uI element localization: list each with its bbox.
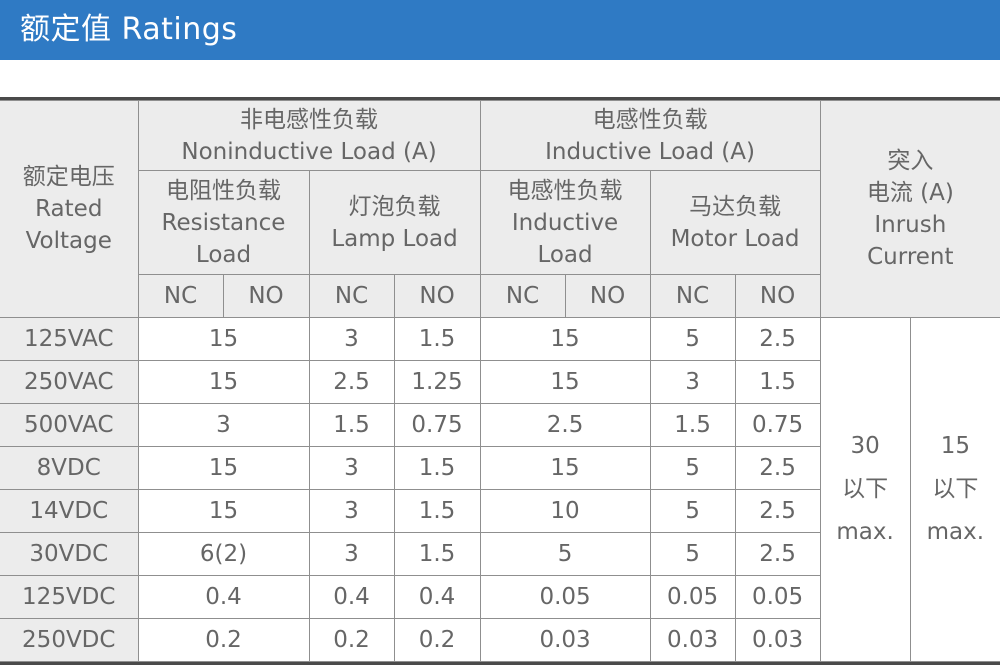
motor-nc-cell: 5 [649,317,736,361]
motor-no-cell: 2.5 [734,489,821,533]
voltage-cell: 250VAC [0,360,139,404]
ratings-table: 额定电压 Rated Voltage 非电感性负载 Noninductive L… [0,100,1000,662]
lamp-nc-cell: 1.5 [308,403,395,447]
lamp-no-cell: 1.25 [393,360,481,404]
inductive-cell: 5 [479,532,651,576]
voltage-cell: 500VAC [0,403,139,447]
voltage-cell: 250VDC [0,618,139,662]
title-banner: 额定值 Ratings [0,0,1000,60]
header-row-2: 电阻性负载 Resistance Load 灯泡负载 Lamp Load 电感性… [0,170,1000,275]
lamp-no-cell: 0.4 [393,575,481,619]
table-row: 30VDC 6(2) 3 1.5 5 5 2.5 [0,532,1000,576]
noninductive-load-header: 非电感性负载 Noninductive Load (A) [137,100,481,171]
table-row: 250VDC 0.2 0.2 0.2 0.03 0.03 0.03 [0,618,1000,662]
lamp-no-cell: 0.75 [393,403,481,447]
table-row: 500VAC 3 1.5 0.75 2.5 1.5 0.75 [0,403,1000,447]
resistance-cell: 3 [137,403,310,447]
lamp-load-header: 灯泡负载 Lamp Load [308,170,481,275]
motor-nc-cell: 0.03 [649,618,736,662]
nc-header: NC [649,274,736,318]
section-title: 额定值 Ratings [20,12,238,47]
voltage-cell: 125VDC [0,575,139,619]
inductive-sub-header: 电感性负载 Inductive Load [479,170,651,275]
table-row: 125VDC 0.4 0.4 0.4 0.05 0.05 0.05 [0,575,1000,619]
table-row: 8VDC 15 3 1.5 15 5 2.5 [0,446,1000,490]
no-header: NO [564,274,651,318]
lamp-nc-cell: 3 [308,446,395,490]
motor-nc-cell: 1.5 [649,403,736,447]
no-header: NO [393,274,481,318]
motor-no-cell: 0.05 [734,575,821,619]
resistance-cell: 0.4 [137,575,310,619]
motor-nc-cell: 0.05 [649,575,736,619]
voltage-cell: 30VDC [0,532,139,576]
resistance-load-header: 电阻性负载 Resistance Load [138,170,310,275]
lamp-nc-cell: 3 [308,317,395,361]
resistance-cell: 15 [137,489,310,533]
inductive-cell: 2.5 [479,403,651,447]
voltage-cell: 8VDC [0,446,139,490]
motor-no-cell: 0.75 [734,403,821,447]
table-row: 125VAC 15 3 1.5 15 5 2.5 30 以下 max. 15 以… [0,317,1000,662]
table-row: 250VAC 15 2.5 1.25 15 3 1.5 [0,360,1000,404]
lamp-no-cell: 0.2 [393,618,481,662]
nc-header: NC [308,274,395,318]
resistance-cell: 0.2 [137,618,310,662]
resistance-cell: 15 [137,317,310,361]
inductive-cell: 15 [479,446,651,490]
table-row: 14VDC 15 3 1.5 10 5 2.5 [0,489,1000,533]
inductive-cell: 15 [479,360,651,404]
motor-no-cell: 0.03 [734,618,821,662]
inrush-current-header: 突入 电流 (A) Inrush Current [819,100,1000,318]
inductive-cell: 10 [479,489,651,533]
motor-nc-cell: 5 [649,489,736,533]
motor-load-header: 马达负载 Motor Load [649,170,821,275]
inductive-cell: 0.05 [479,575,651,619]
motor-no-cell: 2.5 [734,446,821,490]
resistance-cell: 6(2) [137,532,310,576]
inrush-no-cell: 15 以下 max. [909,317,1000,662]
motor-nc-cell: 5 [649,532,736,576]
no-header: NO [222,274,310,318]
motor-nc-cell: 5 [649,446,736,490]
lamp-nc-cell: 0.2 [308,618,395,662]
inductive-cell: 0.03 [479,618,651,662]
nc-header: NC [479,274,566,318]
inrush-nc-cell: 30 以下 max. [819,317,911,662]
inductive-load-header: 电感性负载 Inductive Load (A) [479,100,821,171]
lamp-nc-cell: 3 [308,532,395,576]
resistance-cell: 15 [137,360,310,404]
table-top-rule [0,97,1000,100]
inductive-cell: 15 [479,317,651,361]
lamp-no-cell: 1.5 [393,317,481,361]
nc-no-header-row: NC NO NC NO NC NO NC NO [0,274,1000,318]
motor-nc-cell: 3 [649,360,736,404]
lamp-nc-cell: 0.4 [308,575,395,619]
resistance-cell: 15 [137,446,310,490]
nc-header: NC [138,274,224,318]
lamp-no-cell: 1.5 [393,532,481,576]
rated-voltage-header: 额定电压 Rated Voltage [0,100,139,318]
motor-no-cell: 2.5 [734,532,821,576]
header-row-1: 额定电压 Rated Voltage 非电感性负载 Noninductive L… [0,100,1000,318]
lamp-no-cell: 1.5 [393,446,481,490]
lamp-nc-cell: 3 [308,489,395,533]
voltage-cell: 14VDC [0,489,139,533]
motor-no-cell: 2.5 [734,317,821,361]
lamp-nc-cell: 2.5 [308,360,395,404]
table-bottom-rule [0,662,1000,665]
motor-no-cell: 1.5 [734,360,821,404]
lamp-no-cell: 1.5 [393,489,481,533]
no-header: NO [734,274,821,318]
voltage-cell: 125VAC [0,317,139,361]
